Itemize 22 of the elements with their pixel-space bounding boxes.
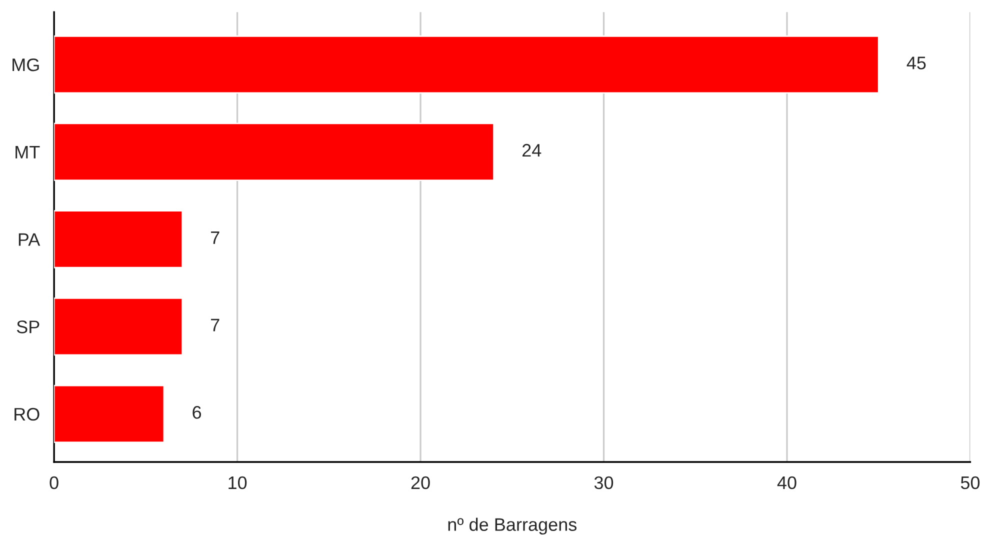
x-axis-title: nº de Barragens	[448, 518, 577, 535]
x-tick-label: 40	[777, 476, 796, 490]
data-label: 7	[211, 318, 220, 332]
data-label: 24	[522, 144, 542, 157]
y-tick-label: RO	[14, 408, 40, 421]
y-tick-label: MG	[12, 58, 39, 72]
data-label: 45	[906, 56, 926, 70]
x-tick-label: 30	[594, 476, 614, 490]
bar	[54, 35, 880, 94]
y-tick-label: SP	[16, 320, 40, 334]
x-tick-label: 50	[960, 476, 980, 490]
bar	[54, 384, 165, 444]
data-label: 7	[211, 231, 220, 244]
y-tick-label: PA	[18, 233, 40, 246]
data-label: 6	[192, 406, 202, 419]
x-tick-label: 0	[50, 476, 58, 490]
y-tick-label: MT	[16, 146, 40, 158]
bar	[54, 298, 184, 356]
bar	[54, 210, 184, 268]
x-tick-label: 10	[228, 476, 247, 490]
x-tick-label: 20	[411, 476, 430, 490]
bar	[54, 122, 495, 181]
